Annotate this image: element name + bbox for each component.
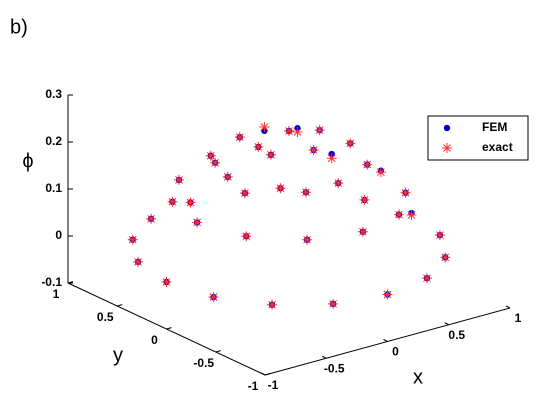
point bbox=[161, 277, 172, 287]
point bbox=[382, 289, 393, 300]
x-tick bbox=[260, 372, 266, 376]
point bbox=[333, 178, 344, 189]
x-tick-label: -0.5 bbox=[324, 361, 345, 375]
point bbox=[222, 171, 233, 182]
point bbox=[421, 273, 432, 284]
y-tick-label: 0 bbox=[151, 333, 158, 347]
point bbox=[127, 234, 138, 245]
legend-label: exact bbox=[482, 140, 513, 154]
point bbox=[185, 197, 196, 208]
z-tick-label: 0 bbox=[55, 228, 62, 242]
point bbox=[234, 132, 245, 143]
y-tick-label: -0.5 bbox=[193, 356, 214, 370]
y-tick-label: -1 bbox=[248, 379, 259, 393]
y-tick bbox=[215, 350, 221, 353]
point bbox=[406, 210, 417, 220]
point bbox=[359, 194, 370, 205]
point bbox=[326, 153, 337, 164]
point bbox=[241, 231, 252, 242]
point bbox=[440, 252, 451, 263]
point bbox=[345, 138, 356, 149]
point bbox=[146, 213, 157, 224]
legend-box bbox=[427, 115, 529, 161]
panel-label: b) bbox=[10, 16, 28, 38]
y-axis-label: y bbox=[113, 344, 123, 366]
x-tick-label: -1 bbox=[268, 378, 279, 392]
point bbox=[442, 143, 452, 153]
x-tick-label: 0.5 bbox=[448, 328, 465, 342]
point bbox=[267, 299, 278, 310]
point bbox=[393, 209, 404, 220]
point bbox=[328, 298, 339, 309]
y-tick-label: 0.5 bbox=[97, 310, 114, 324]
point bbox=[208, 292, 219, 303]
point bbox=[443, 124, 451, 132]
y-tick bbox=[264, 373, 271, 376]
point bbox=[400, 187, 411, 198]
point bbox=[292, 126, 303, 137]
point bbox=[284, 126, 294, 136]
point bbox=[308, 145, 319, 156]
x-tick-label: 1 bbox=[515, 311, 522, 325]
point bbox=[192, 217, 203, 228]
point bbox=[357, 226, 368, 237]
z-axis-label: ϕ bbox=[22, 150, 33, 172]
point bbox=[210, 157, 221, 168]
point bbox=[434, 230, 445, 241]
point bbox=[253, 141, 264, 152]
x-tick-label: 0 bbox=[392, 345, 399, 359]
x-tick bbox=[383, 339, 388, 342]
point bbox=[205, 150, 216, 161]
y-tick bbox=[67, 281, 74, 284]
x-tick bbox=[322, 355, 327, 359]
z-tick-label: 0.2 bbox=[45, 134, 62, 148]
y-tick bbox=[117, 304, 123, 307]
point bbox=[259, 122, 270, 133]
y-tick-label: 1 bbox=[53, 287, 60, 301]
point bbox=[300, 187, 311, 198]
z-tick-label: 0.1 bbox=[45, 181, 62, 195]
point bbox=[167, 196, 178, 207]
point bbox=[275, 183, 286, 194]
point bbox=[265, 149, 276, 160]
z-tick-label: -0.1 bbox=[41, 275, 62, 289]
z-tick-label: 0.3 bbox=[45, 87, 62, 101]
point bbox=[362, 159, 373, 170]
x-tick bbox=[505, 305, 511, 309]
point bbox=[314, 125, 325, 136]
point bbox=[239, 188, 250, 199]
x-axis-label: x bbox=[413, 366, 423, 388]
legend-label: FEM bbox=[482, 120, 507, 134]
point bbox=[302, 234, 313, 245]
point bbox=[133, 256, 144, 267]
point bbox=[375, 167, 386, 178]
x-tick bbox=[444, 322, 449, 326]
point bbox=[174, 174, 185, 185]
y-tick bbox=[166, 327, 172, 330]
